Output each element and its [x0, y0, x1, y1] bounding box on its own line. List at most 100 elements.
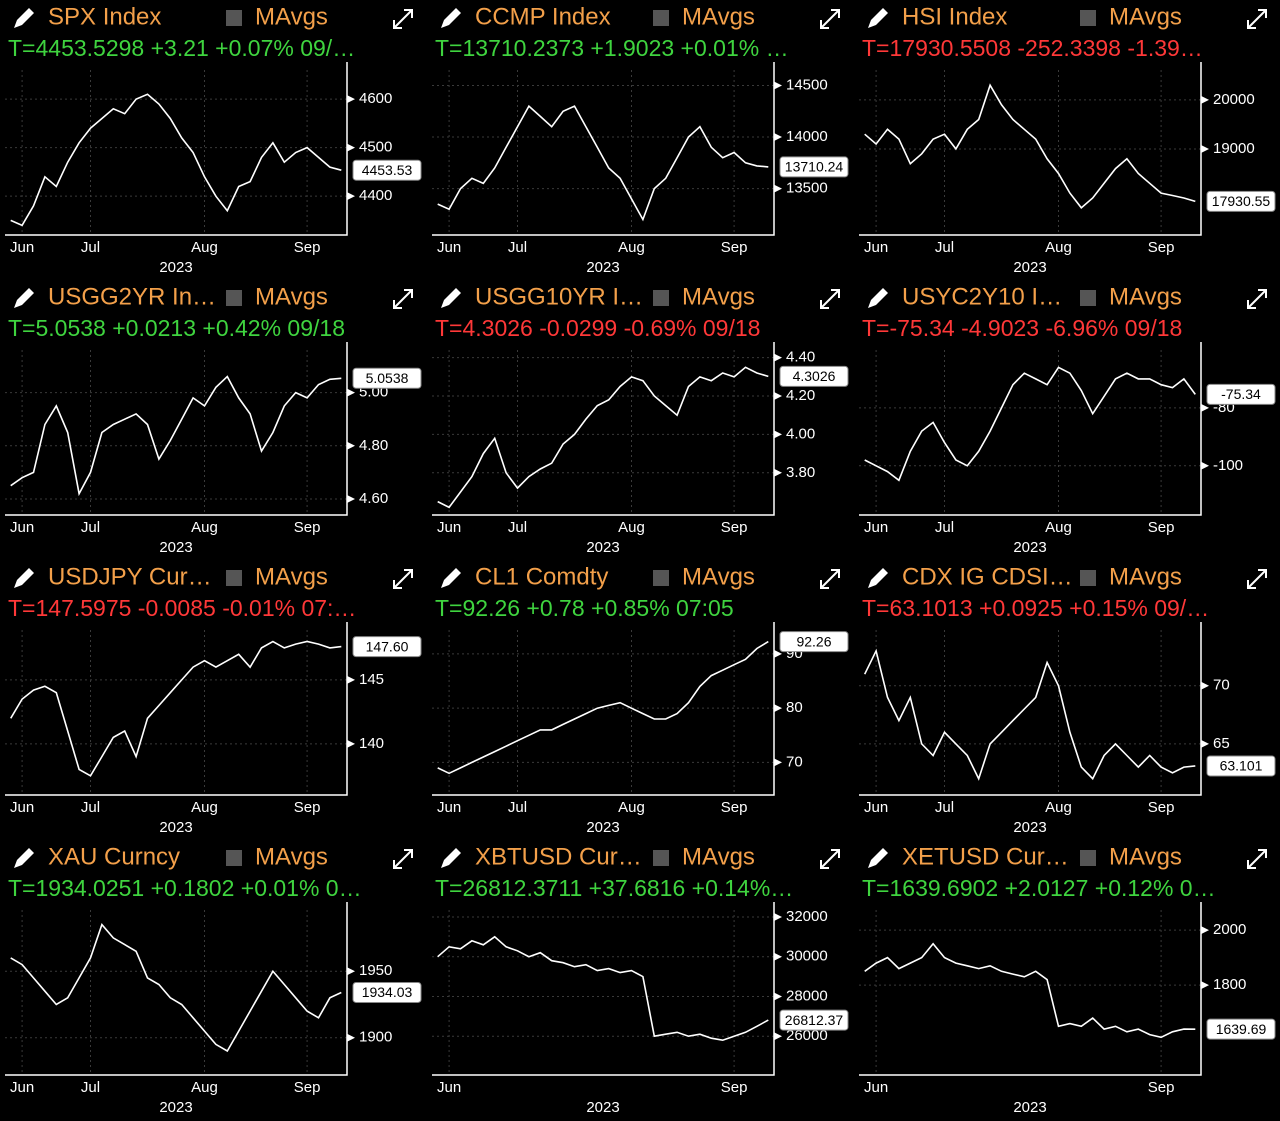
- expand-icon: [1247, 9, 1267, 29]
- x-tick-label: Sep: [294, 799, 321, 816]
- price-line: [437, 935, 769, 1042]
- legend-label: MAvgs: [1109, 563, 1182, 590]
- security-title: XBTUSD Cur…: [475, 843, 642, 870]
- y-tick-label: 70: [786, 753, 803, 770]
- x-tick-label: Sep: [721, 519, 748, 536]
- y-tick: [347, 495, 355, 504]
- x-axis-year: 2023: [159, 819, 192, 836]
- expand-icon: [393, 289, 413, 309]
- x-tick-label: Jul: [81, 519, 100, 536]
- x-tick-label: Jun: [864, 1079, 888, 1096]
- last-value-label: 147.60: [366, 638, 409, 654]
- price-line: [10, 923, 342, 1053]
- y-tick: [347, 388, 355, 397]
- y-tick: [774, 353, 782, 362]
- y-tick-label: 4.20: [786, 387, 815, 404]
- panel: USGG2YR In… MAvgs T=5.0538 +0.0213 +0.42% …: [5, 283, 422, 556]
- price-line: [864, 942, 1196, 1039]
- last-value-box: [779, 156, 849, 178]
- security-title: CCMP Index: [475, 3, 611, 30]
- x-axis-year: 2023: [159, 539, 192, 556]
- legend-swatch: [1080, 850, 1096, 866]
- y-tick: [347, 1033, 355, 1042]
- y-tick: [1201, 144, 1209, 153]
- security-title: USGG2YR In…: [48, 283, 216, 310]
- x-axis-year: 2023: [586, 259, 619, 276]
- x-tick-label: Sep: [1148, 519, 1175, 536]
- x-tick-label: Jun: [864, 519, 888, 536]
- quote-line: T=5.0538 +0.0213 +0.42% 09/18: [8, 315, 345, 341]
- quote-line: T=26812.3711 +37.6816 +0.14%…: [435, 875, 793, 901]
- x-axis-year: 2023: [1013, 1099, 1046, 1116]
- axis-frame: [859, 342, 1202, 516]
- quote-line: T=4.3026 -0.0299 -0.69% 09/18: [435, 315, 760, 341]
- legend-label: MAvgs: [255, 843, 328, 870]
- x-tick-label: Jul: [81, 799, 100, 816]
- x-tick-label: Jun: [437, 799, 461, 816]
- edit-icon: [441, 848, 461, 868]
- x-tick-label: Aug: [618, 519, 645, 536]
- legend-label: MAvgs: [1109, 283, 1182, 310]
- x-tick-label: Sep: [1148, 1079, 1175, 1096]
- x-tick-label: Aug: [191, 799, 218, 816]
- y-tick-label: 1950: [359, 962, 392, 979]
- legend-swatch: [653, 290, 669, 306]
- x-tick-label: Jul: [508, 519, 527, 536]
- y-tick-label: 14500: [786, 76, 828, 93]
- last-value-box: [1206, 383, 1276, 405]
- y-tick: [774, 704, 782, 713]
- x-tick-label: Sep: [1148, 799, 1175, 816]
- y-tick: [774, 1032, 782, 1041]
- security-title: USDJPY Cur…: [48, 563, 212, 590]
- edit-icon: [868, 568, 888, 588]
- x-tick-label: Jul: [81, 1079, 100, 1096]
- x-tick-label: Sep: [721, 239, 748, 256]
- security-title: USGG10YR I…: [475, 283, 643, 310]
- security-title: CL1 Comdty: [475, 563, 608, 590]
- y-tick-label: 65: [1213, 735, 1230, 752]
- last-value-box: [1206, 190, 1276, 212]
- last-value-label: 13710.24: [785, 159, 844, 175]
- edit-icon: [14, 8, 34, 28]
- security-title: XETUSD Cur…: [902, 843, 1069, 870]
- last-value-box: [779, 1009, 849, 1031]
- y-tick: [1201, 95, 1209, 104]
- legend-swatch: [226, 290, 242, 306]
- expand-icon: [393, 9, 413, 29]
- price-line: [437, 366, 769, 509]
- legend-swatch: [226, 850, 242, 866]
- edit-icon: [868, 8, 888, 28]
- y-tick: [774, 758, 782, 767]
- legend-label: MAvgs: [682, 283, 755, 310]
- expand-icon: [820, 9, 840, 29]
- price-line: [864, 366, 1196, 482]
- last-value-label: 1934.03: [362, 984, 413, 1000]
- expand-icon: [820, 569, 840, 589]
- y-tick-label: 4400: [359, 187, 392, 204]
- legend-label: MAvgs: [682, 843, 755, 870]
- y-tick: [774, 992, 782, 1001]
- price-line: [437, 640, 769, 775]
- y-tick: [347, 441, 355, 450]
- x-tick-label: Jun: [864, 239, 888, 256]
- legend-swatch: [1080, 10, 1096, 26]
- y-tick: [774, 81, 782, 90]
- edit-icon: [441, 568, 461, 588]
- edit-icon: [868, 848, 888, 868]
- quote-line: T=63.1013 +0.0925 +0.15% 09/…: [862, 595, 1209, 621]
- price-line: [864, 83, 1196, 209]
- x-tick-label: Aug: [191, 519, 218, 536]
- y-tick-label: 80: [786, 699, 803, 716]
- y-tick: [774, 184, 782, 193]
- edit-icon: [14, 848, 34, 868]
- x-tick-label: Aug: [1045, 799, 1072, 816]
- y-tick: [1201, 739, 1209, 748]
- last-value-label: 17930.55: [1212, 193, 1271, 209]
- legend-swatch: [653, 850, 669, 866]
- y-tick-label: 4.40: [786, 349, 815, 366]
- quote-line: T=13710.2373 +1.9023 +0.01% …: [435, 35, 789, 61]
- price-line: [10, 93, 342, 227]
- security-title: XAU Curncy: [48, 843, 180, 870]
- edit-icon: [868, 288, 888, 308]
